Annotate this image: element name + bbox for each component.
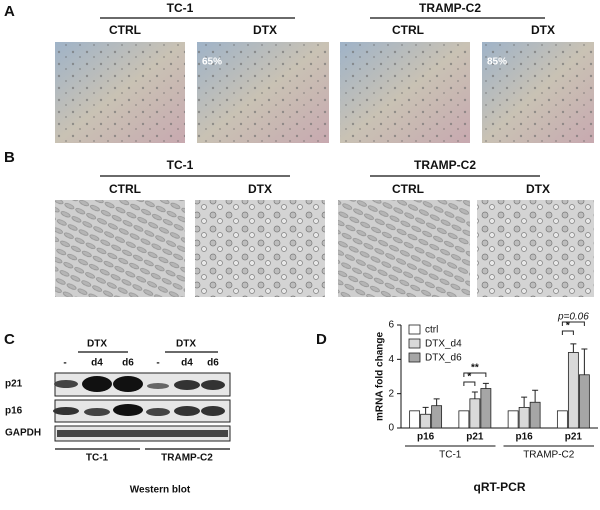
bar: [578, 374, 590, 429]
y-axis-title: mRNA fold change: [375, 332, 386, 422]
cell-line-label: TRAMP-C2: [161, 453, 213, 464]
bar: [458, 410, 470, 429]
error-bar: [471, 391, 478, 399]
cell-line-label: TC-1: [86, 453, 109, 464]
row-label: p21: [5, 379, 23, 390]
error-bar: [433, 398, 440, 406]
column-label: DTX: [526, 182, 550, 196]
blot: [53, 372, 231, 442]
significance-bracket: [561, 321, 585, 326]
bar: [556, 410, 568, 429]
x-axis-title: qRT-PCR: [474, 480, 526, 494]
x-tick-label: p21: [466, 432, 484, 443]
bar: [420, 413, 432, 429]
lane-label: d4: [181, 358, 193, 369]
group-title: TC-1: [167, 1, 194, 15]
x-tick-label: p16: [417, 432, 435, 443]
legend-label: ctrl: [425, 325, 438, 336]
y-tick-label: 0: [388, 423, 394, 434]
lane-label: -: [156, 358, 159, 369]
column-label: DTX: [531, 23, 555, 37]
group-label: TC-1: [439, 450, 462, 461]
significance-label: p=0.06: [557, 312, 589, 323]
bar: [567, 352, 579, 429]
group-label: TRAMP-C2: [523, 450, 575, 461]
y-tick-label: 6: [388, 320, 394, 331]
group-title: TRAMP-C2: [419, 1, 481, 15]
column-label: CTRL: [109, 182, 141, 196]
panel-label: C: [4, 331, 15, 348]
error-bar: [581, 348, 588, 375]
overlay-label: 65%: [202, 57, 222, 68]
significance-bracket: [561, 330, 574, 335]
significance-bracket: [463, 372, 487, 377]
error-bar: [532, 389, 539, 403]
error-bar: [422, 406, 429, 415]
row-label: GAPDH: [5, 428, 41, 439]
bar: [409, 410, 421, 429]
error-bar: [482, 382, 489, 389]
bar: [507, 410, 519, 429]
micrographs-a: [55, 42, 594, 143]
y-tick-label: 2: [388, 388, 394, 399]
caption: Western blot: [130, 485, 191, 496]
group-title: TRAMP-C2: [414, 158, 476, 172]
micrographs-b: [55, 200, 594, 297]
treatment-label: DTX: [87, 339, 107, 350]
panel-label: D: [316, 331, 327, 348]
treatment-label: DTX: [176, 339, 196, 350]
bar: [431, 405, 443, 429]
legend-label: DTX_d6: [425, 353, 462, 364]
column-label: CTRL: [109, 23, 141, 37]
column-label: CTRL: [392, 182, 424, 196]
significance-label: **: [471, 363, 479, 374]
column-label: CTRL: [392, 23, 424, 37]
legend-swatch: [408, 324, 421, 335]
row-label: p16: [5, 406, 23, 417]
panel-label: A: [4, 3, 15, 20]
bar: [469, 398, 481, 429]
panel-label: B: [4, 149, 15, 166]
significance-label: *: [566, 321, 570, 332]
bar: [518, 406, 530, 429]
error-bar: [521, 396, 528, 408]
overlay-label: 85%: [487, 57, 507, 68]
legend-swatch: [408, 338, 421, 349]
lane-label: d6: [122, 358, 134, 369]
significance-bracket: [463, 381, 476, 386]
column-label: DTX: [253, 23, 277, 37]
x-tick-label: p21: [565, 432, 583, 443]
error-bar: [570, 343, 577, 353]
significance-label: *: [467, 372, 471, 383]
group-title: TC-1: [167, 158, 194, 172]
bar: [529, 401, 541, 429]
legend-label: DTX_d4: [425, 339, 462, 350]
column-label: DTX: [248, 182, 272, 196]
bar: [480, 388, 492, 429]
x-tick-label: p16: [516, 432, 534, 443]
lane-label: d6: [207, 358, 219, 369]
legend-swatch: [408, 352, 421, 363]
lane-label: d4: [91, 358, 103, 369]
y-tick-label: 4: [388, 354, 394, 365]
lane-label: -: [63, 358, 66, 369]
